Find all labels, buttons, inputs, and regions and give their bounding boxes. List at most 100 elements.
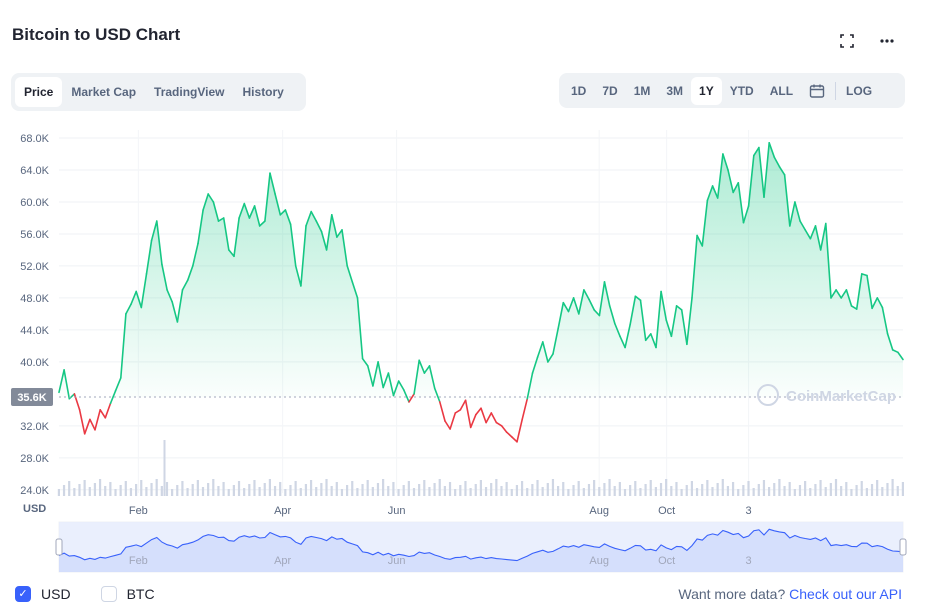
range-1d[interactable]: 1D [571,83,587,98]
range-3m[interactable]: 3M [666,83,684,98]
price-line-segment [768,141,776,159]
volume-bar [330,486,333,496]
price-line-segment [99,408,107,419]
price-line-segment [438,401,446,422]
price-line-segment [459,399,467,411]
volume-bar [567,489,570,496]
price-line-segment [649,333,657,349]
volume-bar [222,482,225,496]
calendar-icon[interactable] [801,77,833,105]
volume-bar [685,485,688,496]
volume-bar [865,488,868,496]
volume-bar [495,479,498,496]
price-line-segment [691,234,698,299]
tab-tradingview[interactable]: TradingView [154,85,225,99]
volume-bar [850,489,853,496]
volume-bar [356,488,359,496]
volume-bar [711,487,714,496]
volume-bar [654,487,657,496]
price-line-segment [238,202,246,219]
price-line-segment [83,418,91,435]
currency-legend: ✓ USD BTC [15,586,175,602]
baseline-label: 35.6K [17,392,46,404]
price-line-segment [516,418,524,443]
navigator-tick-label: Aug [589,555,609,567]
navigator-handle[interactable] [899,538,907,556]
usd-checkbox[interactable]: ✓ [15,586,31,602]
volume-bar [382,479,385,496]
price-line-segment [284,209,292,226]
volume-bar [788,482,791,496]
log-scale-toggle[interactable]: LOG [846,83,873,98]
tab-history[interactable]: History [242,85,284,99]
price-line-segment [469,413,477,429]
price-line-segment [315,220,323,233]
volume-bar [783,486,786,496]
volume-bar [387,486,390,496]
volume-bar [515,485,519,496]
price-line-segment [310,210,318,222]
price-line-segment [752,146,760,157]
volume-bar [309,480,313,496]
price-line-segment [804,229,812,240]
x-tick-label: 3 [745,505,751,517]
tab-market-cap[interactable]: Market Cap [71,85,137,99]
volume-bar [433,483,436,496]
price-line-segment [186,265,194,282]
price-line-segment [248,205,256,219]
navigator-handle[interactable] [55,538,63,556]
volume-bar [742,485,745,496]
volume-bar [181,481,184,496]
price-line-segment [402,389,410,403]
volume-bar [83,480,86,496]
range-1m[interactable]: 1M [633,83,651,98]
price-line-segment [686,297,693,346]
price-line-segment [104,402,112,419]
volume-bar [443,486,446,496]
range-ytd[interactable]: YTD [729,83,754,98]
price-line-segment [722,153,729,171]
price-line-segment [166,289,173,303]
volume-bar [273,486,277,496]
navigator-area [59,529,903,572]
volume-bar [510,489,513,496]
fullscreen-icon[interactable] [839,33,855,49]
volume-bar [773,483,776,496]
range-all[interactable]: ALL [769,83,794,98]
volume-bar [191,484,194,496]
api-link[interactable]: Check out our API [789,586,902,602]
more-icon[interactable] [879,33,895,49]
price-line-segment [217,217,225,222]
price-line-segment [613,322,621,338]
volume-bar [531,484,534,496]
price-line-segment [897,351,904,361]
price-line-segment [670,305,678,338]
price-chart[interactable]: 68.0K 64.0K 60.0K 56.0K 52.0K 48.0K 44.0K 40.0K… [0,120,935,580]
price-line-segment [454,408,462,414]
price-line-segment [228,249,235,258]
volume-bar [618,482,621,496]
volume-bar [577,481,580,496]
volume-bar [335,482,338,496]
range-1y[interactable]: 1Y [691,76,722,105]
volume-bar [150,483,153,496]
volume-bar [593,480,596,496]
price-line-segment [732,181,740,194]
y-tick-label: 64.0K [20,165,49,177]
volume-bar [361,484,364,496]
price-line-segment [552,327,560,355]
navigator-tick-label: Apr [274,555,291,567]
price-line-segment [171,301,179,323]
volume-bar [551,479,555,496]
volume-bar [62,485,66,496]
btc-checkbox[interactable] [100,586,117,602]
volume-bar [623,489,627,496]
tab-price[interactable]: Price [15,77,63,107]
volume-bar [366,480,369,496]
range-7d[interactable]: 7D [602,83,618,98]
price-line-segment [140,273,148,309]
volume-bar [845,482,848,496]
price-line-segment [794,201,801,222]
price-line-segment [886,333,894,351]
volume-bar [675,482,678,496]
